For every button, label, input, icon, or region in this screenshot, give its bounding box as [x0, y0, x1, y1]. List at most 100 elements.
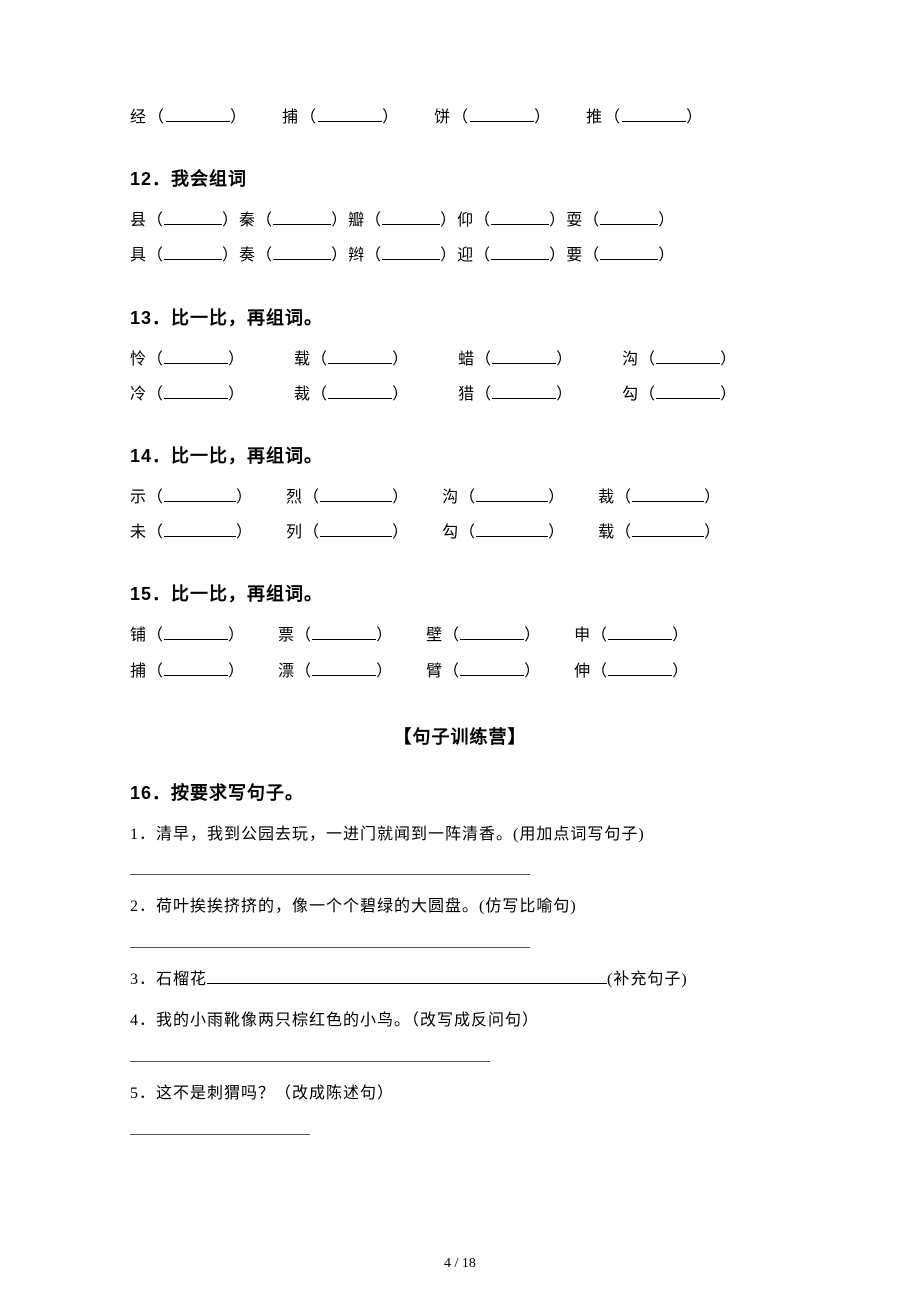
item-number: 5 [130, 1085, 139, 1102]
char: 奏 [239, 247, 256, 264]
answer-line[interactable] [130, 858, 530, 876]
page-number: 4 / 18 [0, 1256, 920, 1272]
char: 烈 [286, 489, 303, 506]
char: 猎 [458, 386, 475, 403]
char: 秦 [239, 212, 256, 229]
char: 示 [130, 489, 147, 506]
q15-row-1: 铺（） 票（） 壁（） 申（） [130, 618, 790, 653]
blank[interactable] [164, 626, 228, 640]
blank[interactable] [476, 488, 548, 502]
char: 要 [566, 247, 583, 264]
q13-row-1: 怜（） 载（） 蜡（） 沟（） [130, 342, 790, 377]
blank[interactable] [312, 626, 376, 640]
section-sentences-title: 【句子训练营】 [130, 723, 790, 749]
blank[interactable] [312, 661, 376, 675]
blank[interactable] [328, 384, 392, 398]
char: 推 [586, 109, 604, 126]
char: 列 [286, 524, 303, 541]
item-number: 1 [130, 826, 139, 843]
blank[interactable] [492, 384, 556, 398]
char: 捕 [282, 109, 300, 126]
answer-line[interactable] [130, 931, 530, 949]
q15-row-2: 捕（） 漂（） 臂（） 伸（） [130, 654, 790, 689]
char: 沟 [442, 489, 459, 506]
blank[interactable] [656, 349, 720, 363]
char: 载 [294, 351, 311, 368]
blank[interactable] [460, 626, 524, 640]
blank[interactable] [164, 488, 236, 502]
blank[interactable] [632, 523, 704, 537]
blank[interactable] [164, 349, 228, 363]
char: 载 [598, 524, 615, 541]
blank[interactable] [164, 661, 228, 675]
char: 蜡 [458, 351, 475, 368]
blank[interactable] [328, 349, 392, 363]
blank[interactable] [656, 384, 720, 398]
char: 沟 [622, 351, 639, 368]
q13-row-2: 冷（） 裁（） 猎（） 勾（） [130, 377, 790, 412]
char: 勾 [622, 386, 639, 403]
item-text-pre: ．石榴花 [139, 971, 207, 988]
item-number: 3 [130, 971, 139, 988]
answer-line[interactable] [130, 1045, 490, 1063]
char: 壁 [426, 627, 443, 644]
item-text: ．我的小雨靴像两只棕红色的小鸟。（改写成反问句） [139, 1012, 539, 1029]
char: 捕 [130, 663, 147, 680]
item-text: ．这不是刺猬吗？（改成陈述句） [139, 1085, 394, 1102]
blank[interactable] [608, 661, 672, 675]
char: 裁 [294, 386, 311, 403]
blank[interactable] [492, 349, 556, 363]
item-number: 4 [130, 1012, 139, 1029]
q12-row-2: 具（）奏（）辫（）迎（）要（） [130, 238, 790, 273]
char: 勾 [442, 524, 459, 541]
item-text: ．清早，我到公园去玩，一进门就闻到一阵清香。(用加点词写句子) [139, 826, 645, 843]
blank[interactable] [622, 108, 686, 122]
char: 未 [130, 524, 147, 541]
blank[interactable] [273, 211, 331, 225]
blank[interactable] [164, 523, 236, 537]
q11-row-continued: 经（） 捕（） 饼（） 推（） [130, 100, 790, 135]
blank[interactable] [318, 108, 382, 122]
blank[interactable] [632, 488, 704, 502]
blank[interactable] [382, 246, 440, 260]
blank[interactable] [164, 211, 222, 225]
char: 经 [130, 109, 148, 126]
char: 铺 [130, 627, 147, 644]
char: 耍 [566, 212, 583, 229]
blank[interactable] [608, 626, 672, 640]
blank[interactable] [476, 523, 548, 537]
char: 具 [130, 247, 147, 264]
char: 县 [130, 212, 147, 229]
blank[interactable] [273, 246, 331, 260]
blank[interactable] [164, 246, 222, 260]
char: 臂 [426, 663, 443, 680]
blank[interactable] [382, 211, 440, 225]
blank[interactable] [600, 211, 658, 225]
q16-heading: 16．按要求写句子。 [130, 779, 790, 805]
blank[interactable] [460, 661, 524, 675]
blank[interactable] [164, 384, 228, 398]
q16-item-5: 5．这不是刺猬吗？（改成陈述句） [130, 1076, 790, 1111]
char: 申 [574, 627, 591, 644]
q14-row-1: 示（） 烈（） 沟（） 裁（） [130, 480, 790, 515]
item-number: 2 [130, 898, 139, 915]
q15-heading: 15．比一比，再组词。 [130, 580, 790, 606]
blank[interactable] [491, 211, 549, 225]
char: 漂 [278, 663, 295, 680]
q16-item-2: 2．荷叶挨挨挤挤的，像一个个碧绿的大圆盘。(仿写比喻句) [130, 889, 790, 924]
q14-row-2: 未（） 列（） 勾（） 载（） [130, 515, 790, 550]
fill-blank[interactable] [207, 970, 607, 984]
blank[interactable] [320, 523, 392, 537]
q16-item-4: 4．我的小雨靴像两只棕红色的小鸟。（改写成反问句） [130, 1003, 790, 1038]
char: 伸 [574, 663, 591, 680]
item-text-post: (补充句子) [607, 971, 688, 988]
blank[interactable] [491, 246, 549, 260]
char: 迎 [457, 247, 474, 264]
q14-heading: 14．比一比，再组词。 [130, 442, 790, 468]
blank[interactable] [470, 108, 534, 122]
item-text: ．荷叶挨挨挤挤的，像一个个碧绿的大圆盘。(仿写比喻句) [139, 898, 577, 915]
blank[interactable] [320, 488, 392, 502]
answer-line[interactable] [130, 1117, 310, 1135]
blank[interactable] [166, 108, 230, 122]
blank[interactable] [600, 246, 658, 260]
